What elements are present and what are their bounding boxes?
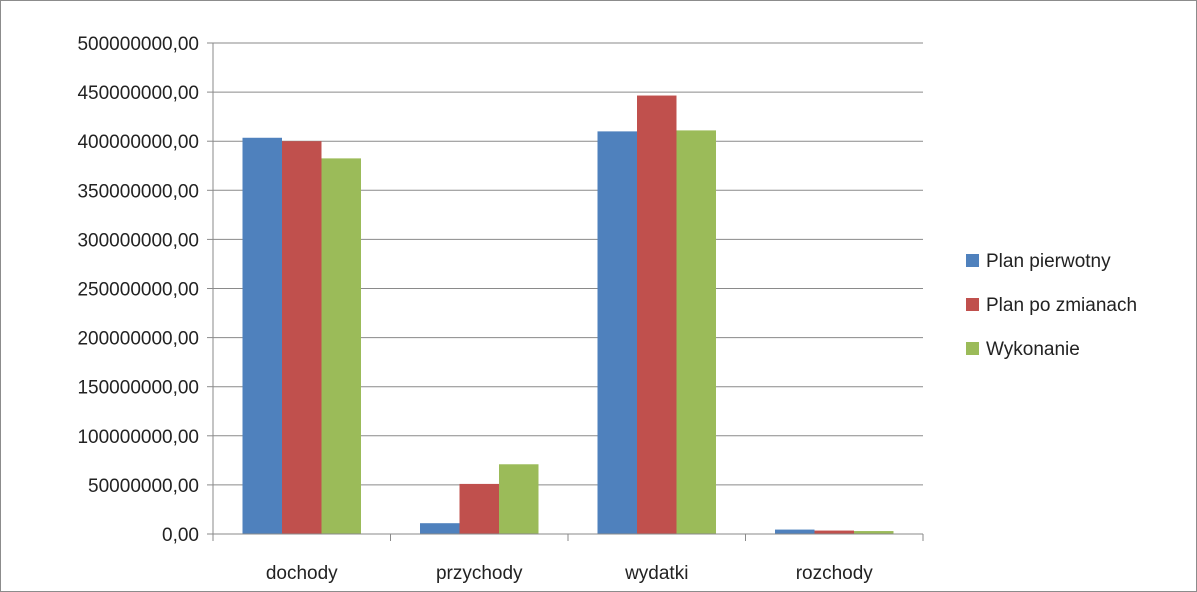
x-category-label: rozchody bbox=[796, 563, 874, 584]
legend-label: Plan pierwotny bbox=[986, 251, 1111, 272]
bar-plan-pierwotny-przychody bbox=[420, 523, 460, 534]
x-category-label: dochody bbox=[266, 563, 338, 584]
axes bbox=[207, 42, 924, 541]
bar-wykonanie-wydatki bbox=[676, 130, 716, 534]
y-tick-label: 150000000,00 bbox=[77, 378, 199, 399]
bar-wykonanie-przychody bbox=[499, 464, 539, 534]
y-tick-label: 350000000,00 bbox=[77, 181, 199, 202]
x-axis-category-labels: dochody przychody wydatki rozchody bbox=[266, 563, 873, 584]
legend-swatch bbox=[966, 342, 979, 355]
bars bbox=[242, 95, 894, 535]
y-axis-tick-labels: 0,00 50000000,00 100000000,00 150000000,00 2… bbox=[77, 34, 199, 546]
bar-plan-pierwotny-rozchody bbox=[775, 529, 815, 534]
y-tick-label: 450000000,00 bbox=[77, 83, 199, 104]
bar-plan-pierwotny-wydatki bbox=[597, 131, 637, 534]
y-tick-label: 300000000,00 bbox=[77, 230, 199, 251]
legend: Plan pierwotny Plan po zmianach Wykonanie bbox=[966, 251, 1137, 360]
y-tick-label: 200000000,00 bbox=[77, 329, 199, 350]
legend-label: Wykonanie bbox=[986, 339, 1080, 360]
bar-plan-po-zmianach-rozchody bbox=[814, 530, 854, 534]
x-category-label: przychody bbox=[436, 563, 523, 584]
bar-plan-po-zmianach-wydatki bbox=[637, 95, 677, 535]
bar-plan-po-zmianach-dochody bbox=[282, 141, 322, 534]
y-tick-label: 500000000,00 bbox=[77, 34, 199, 55]
bar-plan-po-zmianach-przychody bbox=[459, 483, 499, 534]
y-tick-label: 0,00 bbox=[162, 525, 199, 546]
bar-wykonanie-rozchody bbox=[854, 531, 894, 534]
legend-label: Plan po zmianach bbox=[986, 295, 1137, 316]
y-tick-label: 250000000,00 bbox=[77, 280, 199, 301]
legend-swatch bbox=[966, 298, 979, 311]
bar-plan-pierwotny-dochody bbox=[242, 137, 282, 534]
bar-wykonanie-dochody bbox=[321, 158, 361, 534]
y-tick-label: 50000000,00 bbox=[88, 476, 199, 497]
legend-swatch bbox=[966, 254, 979, 267]
y-tick-label: 400000000,00 bbox=[77, 132, 199, 153]
y-tick-label: 100000000,00 bbox=[77, 427, 199, 448]
x-category-label: wydatki bbox=[624, 563, 688, 584]
